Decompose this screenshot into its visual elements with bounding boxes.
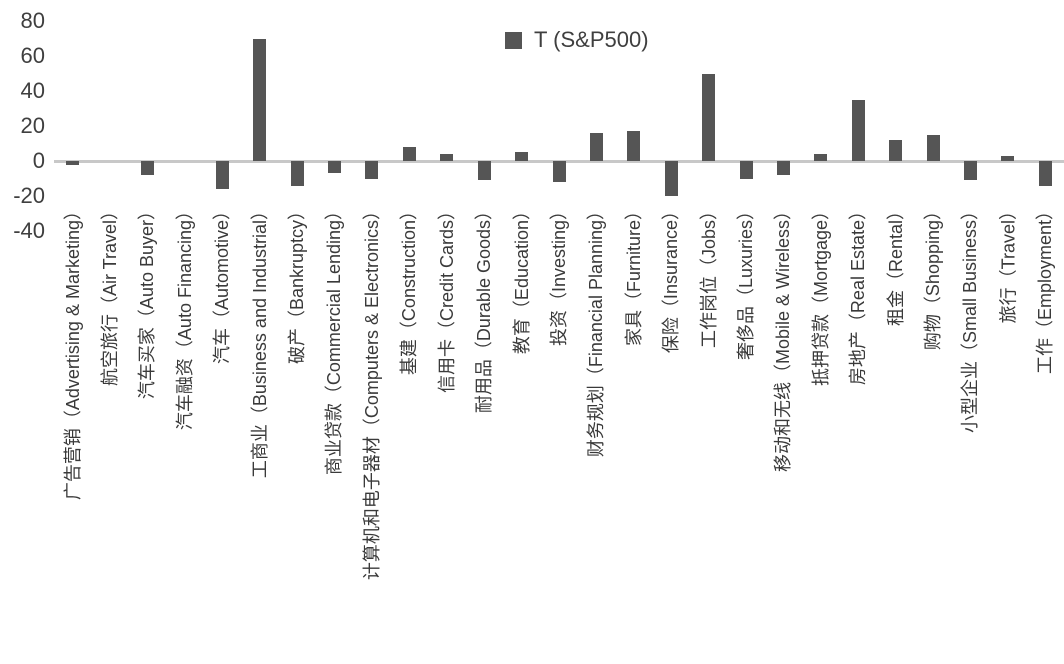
x-axis-label-cell: 工商业（Business and Industrial）	[241, 202, 278, 662]
bar	[552, 161, 566, 182]
x-axis-label-cell: 汽车（Automotive）	[204, 202, 241, 662]
x-axis-label-cell: 旅行（Travel）	[989, 202, 1026, 662]
y-tick-label: -40	[13, 218, 45, 243]
bar	[66, 161, 80, 165]
x-axis-label-cell: 工作（Employment）	[1027, 202, 1064, 662]
x-axis-label: 小型企业（Small Business）	[960, 202, 981, 434]
x-axis-label-cell: 家具（Furniture）	[615, 202, 652, 662]
x-axis-label-cell: 广告营销（Advertising & Marketing）	[54, 202, 91, 662]
legend: T (S&P500)	[505, 27, 649, 53]
x-axis-label-cell: 投资（Investing）	[540, 202, 577, 662]
x-axis-label: 工商业（Business and Industrial）	[249, 202, 270, 479]
bar	[664, 161, 678, 196]
bar	[290, 161, 304, 186]
x-axis-label-cell: 奢侈品（Luxuries）	[727, 202, 764, 662]
x-axis-label-cell: 购物（Shopping）	[914, 202, 951, 662]
x-axis-label-cell: 工作岗位（Jobs）	[690, 202, 727, 662]
bar	[515, 152, 529, 161]
x-axis-label: 商业贷款（Commercial Lending）	[324, 202, 345, 476]
x-axis-label: 汽车融资（Auto Financing）	[174, 202, 195, 431]
bar	[589, 133, 603, 161]
x-axis-label-cell: 基建（Construction）	[391, 202, 428, 662]
bar	[215, 161, 229, 189]
bar	[328, 161, 342, 174]
bar	[627, 131, 641, 161]
x-axis-label: 奢侈品（Luxuries）	[736, 202, 757, 361]
y-tick-label: 20	[20, 113, 45, 138]
x-axis-label: 航空旅行（Air Travel）	[100, 202, 121, 387]
x-axis-label: 保险（Insurance）	[661, 202, 682, 354]
x-axis-label: 房地产（Real Estate）	[848, 202, 869, 386]
x-axis-label: 信用卡（Credit Cards）	[436, 202, 457, 394]
x-axis-label-cell: 教育（Education）	[503, 202, 540, 662]
x-axis-label-cell: 商业贷款（Commercial Lending）	[316, 202, 353, 662]
x-axis-label-cell: 抵押贷款（Mortgage）	[802, 202, 839, 662]
x-axis-label: 汽车（Automotive）	[212, 202, 233, 365]
x-axis-label-cell: 小型企业（Small Business）	[952, 202, 989, 662]
x-axis-label-cell: 财务规划（Financial Planning）	[578, 202, 615, 662]
x-axis-label: 工作岗位（Jobs）	[698, 202, 719, 349]
x-axis-label-cell: 航空旅行（Air Travel）	[91, 202, 128, 662]
x-axis-label: 破产（Bankruptcy）	[287, 202, 308, 365]
bar	[253, 38, 267, 161]
y-tick-label: 0	[32, 148, 45, 173]
bar	[141, 161, 155, 175]
x-axis-label-cell: 移动和无线（Mobile & Wireless）	[765, 202, 802, 662]
x-axis-label: 耐用品（Durable Goods）	[474, 202, 495, 414]
x-axis-label: 汽车买家（Auto Buyer）	[137, 202, 158, 400]
legend-square-marker	[505, 31, 522, 49]
legend-label: T (S&P500)	[534, 27, 649, 52]
bar	[889, 140, 903, 161]
bar	[1001, 155, 1015, 161]
bar	[365, 161, 379, 179]
bar	[963, 161, 977, 181]
bar	[814, 154, 828, 161]
bar	[440, 154, 454, 161]
x-axis-label: 移动和无线（Mobile & Wireless）	[773, 202, 794, 473]
x-axis-label: 抵押贷款（Mortgage）	[810, 202, 831, 387]
y-tick-label: 80	[20, 8, 45, 33]
bar	[776, 161, 790, 175]
x-axis-label-cell: 租金（Rental）	[877, 202, 914, 662]
x-axis-label: 财务规划（Financial Planning）	[586, 202, 607, 458]
x-axis-label-cell: 房地产（Real Estate）	[840, 202, 877, 662]
bar	[477, 161, 491, 181]
x-axis-label-cell: 破产（Bankruptcy）	[278, 202, 315, 662]
y-tick-label: 60	[20, 43, 45, 68]
x-axis-label: 家具（Furniture）	[623, 202, 644, 347]
x-axis-label: 购物（Shopping）	[923, 202, 944, 351]
x-axis-label: 计算机和电子器材（Computers & Electronics）	[361, 202, 382, 581]
x-axis-label-cell: 保险（Insurance）	[653, 202, 690, 662]
x-axis-label: 教育（Education）	[511, 202, 532, 355]
y-axis: 80 60 40 20 0 -20 -40	[0, 0, 47, 664]
x-axis-label-cell: 计算机和电子器材（Computers & Electronics）	[353, 202, 390, 662]
bar	[402, 147, 416, 161]
y-tick-label: 40	[20, 78, 45, 103]
bar	[739, 161, 753, 179]
x-axis-label: 工作（Employment）	[1035, 202, 1056, 375]
x-axis-label-cell: 耐用品（Durable Goods）	[465, 202, 502, 662]
x-axis-label: 旅行（Travel）	[997, 202, 1018, 324]
bar	[702, 73, 716, 161]
x-axis-label: 基建（Construction）	[399, 202, 420, 376]
x-axis-label-cell: 汽车融资（Auto Financing）	[166, 202, 203, 662]
bar	[926, 134, 940, 161]
x-axis-label-cell: 信用卡（Credit Cards）	[428, 202, 465, 662]
bar	[1038, 161, 1052, 186]
y-tick-label: -20	[13, 183, 45, 208]
x-axis-label: 租金（Rental）	[885, 202, 906, 327]
x-axis-label: 投资（Investing）	[548, 202, 569, 347]
x-axis-label-cell: 汽车买家（Auto Buyer）	[129, 202, 166, 662]
bar	[851, 99, 865, 161]
x-axis-label: 广告营销（Advertising & Marketing）	[62, 202, 83, 501]
